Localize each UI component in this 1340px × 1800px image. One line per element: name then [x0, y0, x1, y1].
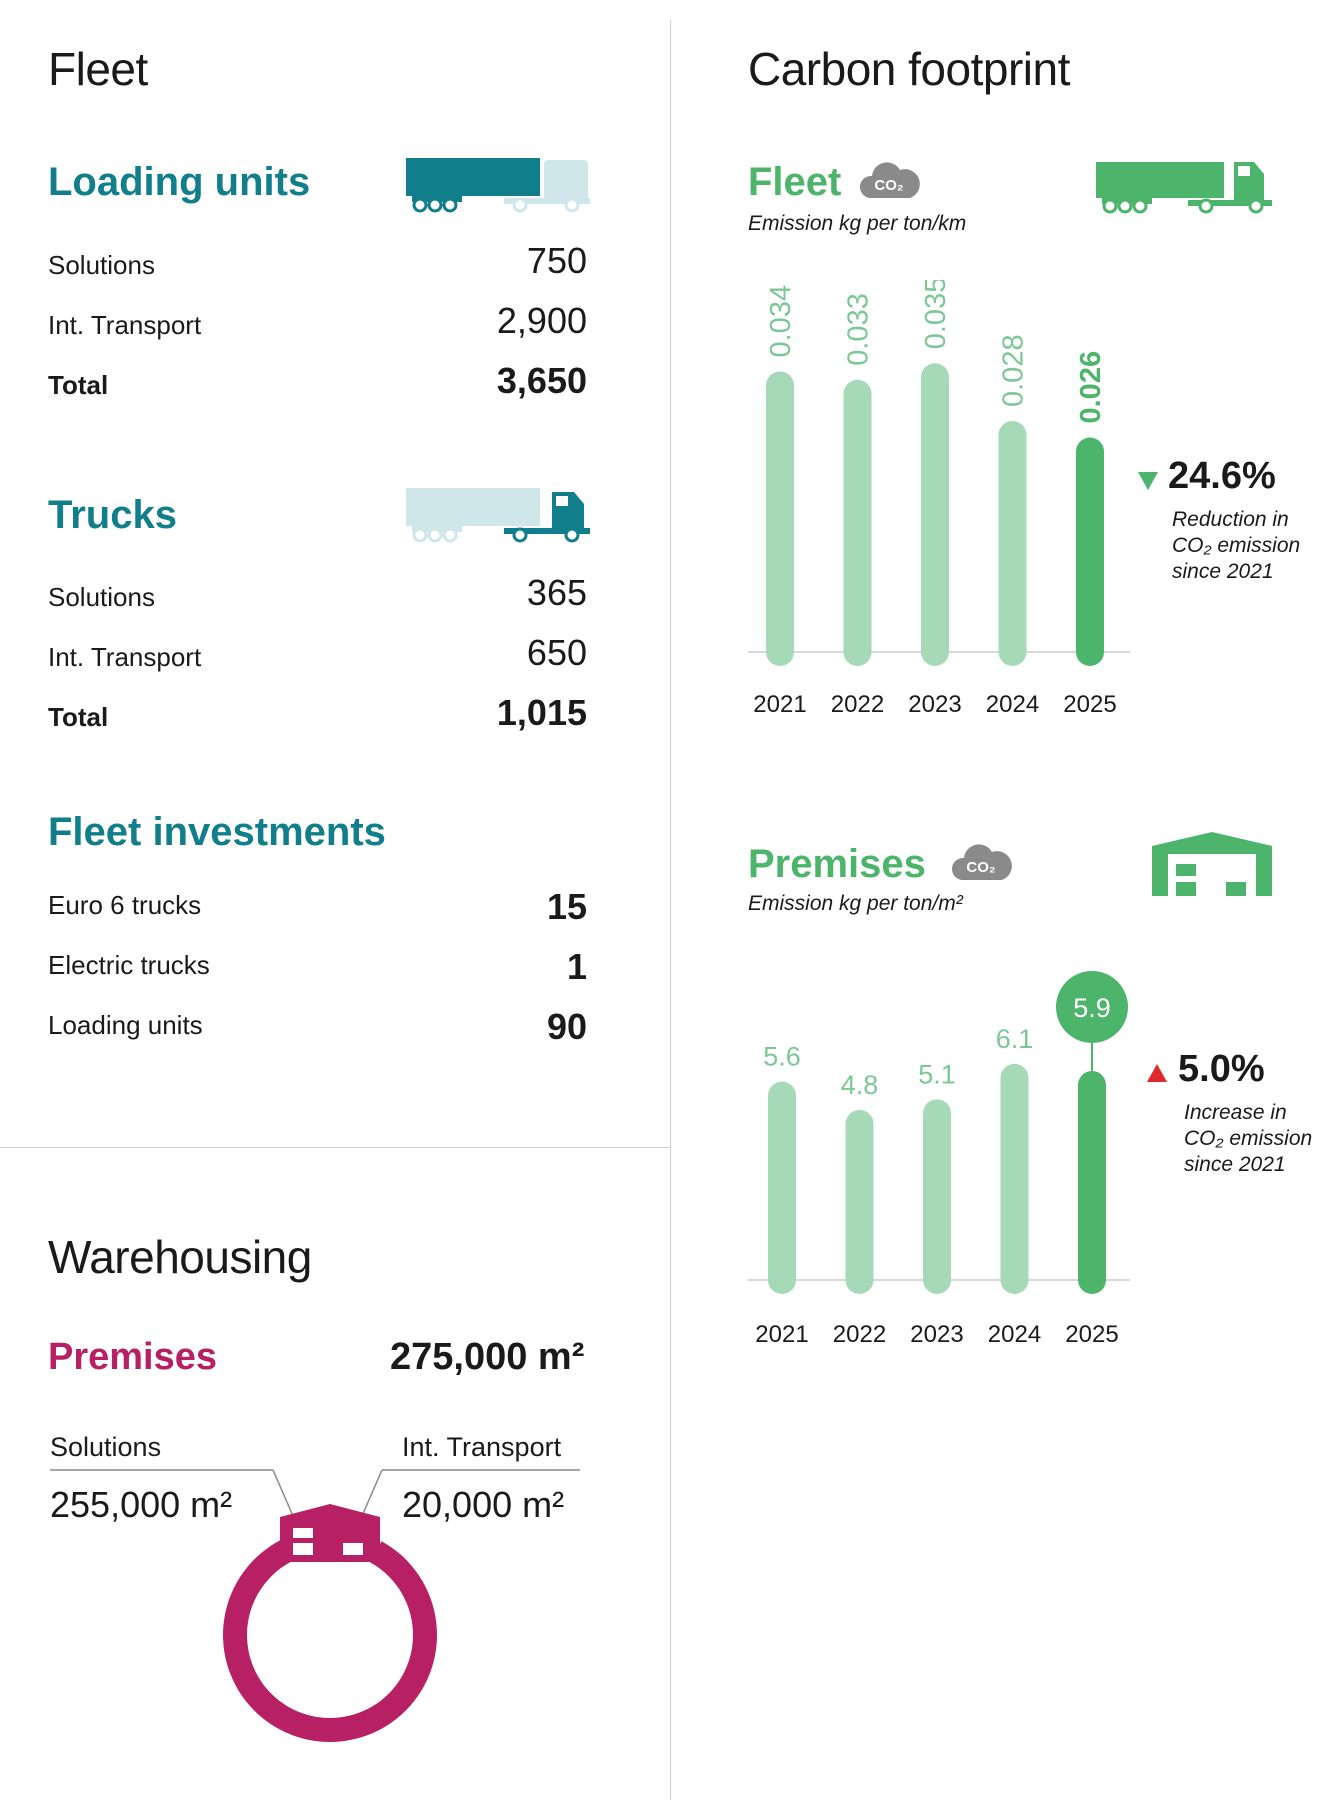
fleet-xtick-2023: 2023 [908, 691, 961, 718]
premises-change-note-3: since 2021 [1184, 1153, 1286, 1176]
truck-cab-icon [406, 488, 590, 543]
fleet-change-note-3: since 2021 [1172, 560, 1274, 583]
investments-electric-label: Electric trucks [48, 950, 210, 980]
premises-bar-2025 [1078, 1070, 1106, 1294]
fleet-change-value: 24.6% [1168, 455, 1276, 497]
co2-badge-text: CO₂ [966, 859, 995, 876]
premises-highlight-bubble [1056, 970, 1128, 1043]
truck-loading-unit-icon [406, 158, 590, 213]
down-triangle-icon [1138, 472, 1158, 490]
fleet-value-label-2022: 0.033 [843, 293, 875, 366]
premises-xtick-2023: 2023 [910, 1321, 963, 1348]
warehouse-solutions-label: Solutions [50, 1432, 162, 1462]
loading-total-label: Total [48, 370, 109, 400]
trucks-transport-value: 650 [526, 632, 587, 673]
trucks-solutions-label: Solutions [48, 582, 155, 612]
investments-loading-value: 90 [546, 1006, 587, 1047]
fleet-bar-2023 [921, 363, 949, 666]
premises-donut-chart [50, 1469, 580, 1742]
loading-transport-value: 2,900 [496, 300, 587, 341]
carbon-footprint-title: Carbon footprint [748, 43, 1070, 95]
fleet-emission-heading: Fleet [748, 160, 842, 204]
fleet-bar-2021 [766, 371, 794, 666]
fleet-bar-2024 [998, 421, 1027, 666]
co2-cloud-icon: CO₂ [951, 844, 1012, 880]
column-divider [670, 20, 671, 1800]
warehouse-solutions-value: 255,000 m² [50, 1484, 233, 1525]
trucks-heading: Trucks [48, 493, 177, 537]
premises-emission-chart: 5.6 2021 4.8 2022 5.1 2023 6.1 2024 5.9 2025 [748, 970, 1130, 1348]
premises-bar-2024 [1000, 1063, 1029, 1294]
warehouse-transport-label: Int. Transport [402, 1432, 562, 1462]
warehouse-icon [280, 1504, 380, 1562]
fleet-value-label-2024: 0.028 [998, 334, 1030, 407]
co2-badge-text: CO₂ [874, 177, 903, 194]
warehousing-title: Warehousing [48, 1231, 312, 1283]
premises-change-note-2: CO₂ emission [1184, 1127, 1313, 1150]
premises-value-label-2025: 5.9 [1073, 993, 1111, 1023]
premises-xtick-2025: 2025 [1065, 1321, 1118, 1348]
fleet-emission-chart: 0.034 2021 0.033 2022 0.035 2023 0.028 2024 0.02… [748, 280, 1130, 718]
premises-change-note-1: Increase in [1184, 1101, 1287, 1124]
premises-value-label-2024: 6.1 [996, 1024, 1034, 1054]
loading-solutions-value: 750 [526, 240, 587, 281]
premises-bar-2023 [923, 1099, 951, 1294]
premises-total: 275,000 m² [390, 1336, 585, 1378]
premises-value-label-2021: 5.6 [763, 1042, 801, 1072]
section-divider [0, 1147, 670, 1148]
premises-xtick-2022: 2022 [833, 1321, 886, 1348]
fleet-xtick-2022: 2022 [831, 691, 884, 718]
fleet-title: Fleet [48, 43, 148, 95]
investments-euro6-value: 15 [546, 886, 587, 927]
fleet-xtick-2025: 2025 [1063, 691, 1116, 718]
fleet-value-label-2021: 0.034 [765, 285, 797, 358]
fleet-value-label-2023: 0.035 [920, 280, 952, 349]
fleet-xtick-2024: 2024 [986, 691, 1039, 718]
loading-units-heading: Loading units [48, 160, 311, 204]
up-triangle-icon [1147, 1064, 1167, 1082]
fleet-bar-2025 [1076, 437, 1104, 666]
premises-bar-2022 [845, 1109, 874, 1294]
premises-xtick-2021: 2021 [755, 1321, 808, 1348]
warehouse-green-icon [1152, 832, 1272, 896]
premises-emission-subtitle: Emission kg per ton/m² [748, 892, 963, 915]
fleet-change-note-2: CO₂ emission [1172, 534, 1301, 557]
loading-solutions-label: Solutions [48, 250, 155, 280]
premises-xtick-2024: 2024 [988, 1321, 1041, 1348]
premises-heading: Premises [48, 1336, 218, 1378]
trucks-total-value: 1,015 [496, 692, 587, 733]
investments-electric-value: 1 [566, 946, 587, 987]
premises-emission-heading: Premises [748, 842, 926, 886]
fleet-xtick-2021: 2021 [753, 691, 806, 718]
premises-bar-2021 [768, 1081, 796, 1294]
fleet-change-note-1: Reduction in [1172, 508, 1289, 531]
loading-total-value: 3,650 [496, 360, 587, 401]
trucks-total-label: Total [48, 702, 109, 732]
loading-transport-label: Int. Transport [48, 310, 202, 340]
investments-euro6-label: Euro 6 trucks [48, 890, 202, 920]
premises-value-label-2023: 5.1 [918, 1059, 956, 1089]
fleet-bar-2022 [843, 379, 872, 666]
trucks-solutions-value: 365 [526, 572, 587, 613]
truck-green-icon [1096, 162, 1272, 214]
premises-value-label-2022: 4.8 [841, 1070, 879, 1100]
investments-loading-label: Loading units [48, 1010, 203, 1040]
fleet-emission-subtitle: Emission kg per ton/km [748, 212, 967, 235]
trucks-transport-label: Int. Transport [48, 642, 202, 672]
co2-cloud-icon: CO₂ [859, 162, 920, 198]
fleet-value-label-2025: 0.026 [1075, 351, 1107, 424]
investments-heading: Fleet investments [48, 810, 386, 854]
warehouse-transport-value: 20,000 m² [402, 1484, 565, 1525]
premises-change-value: 5.0% [1178, 1048, 1265, 1090]
